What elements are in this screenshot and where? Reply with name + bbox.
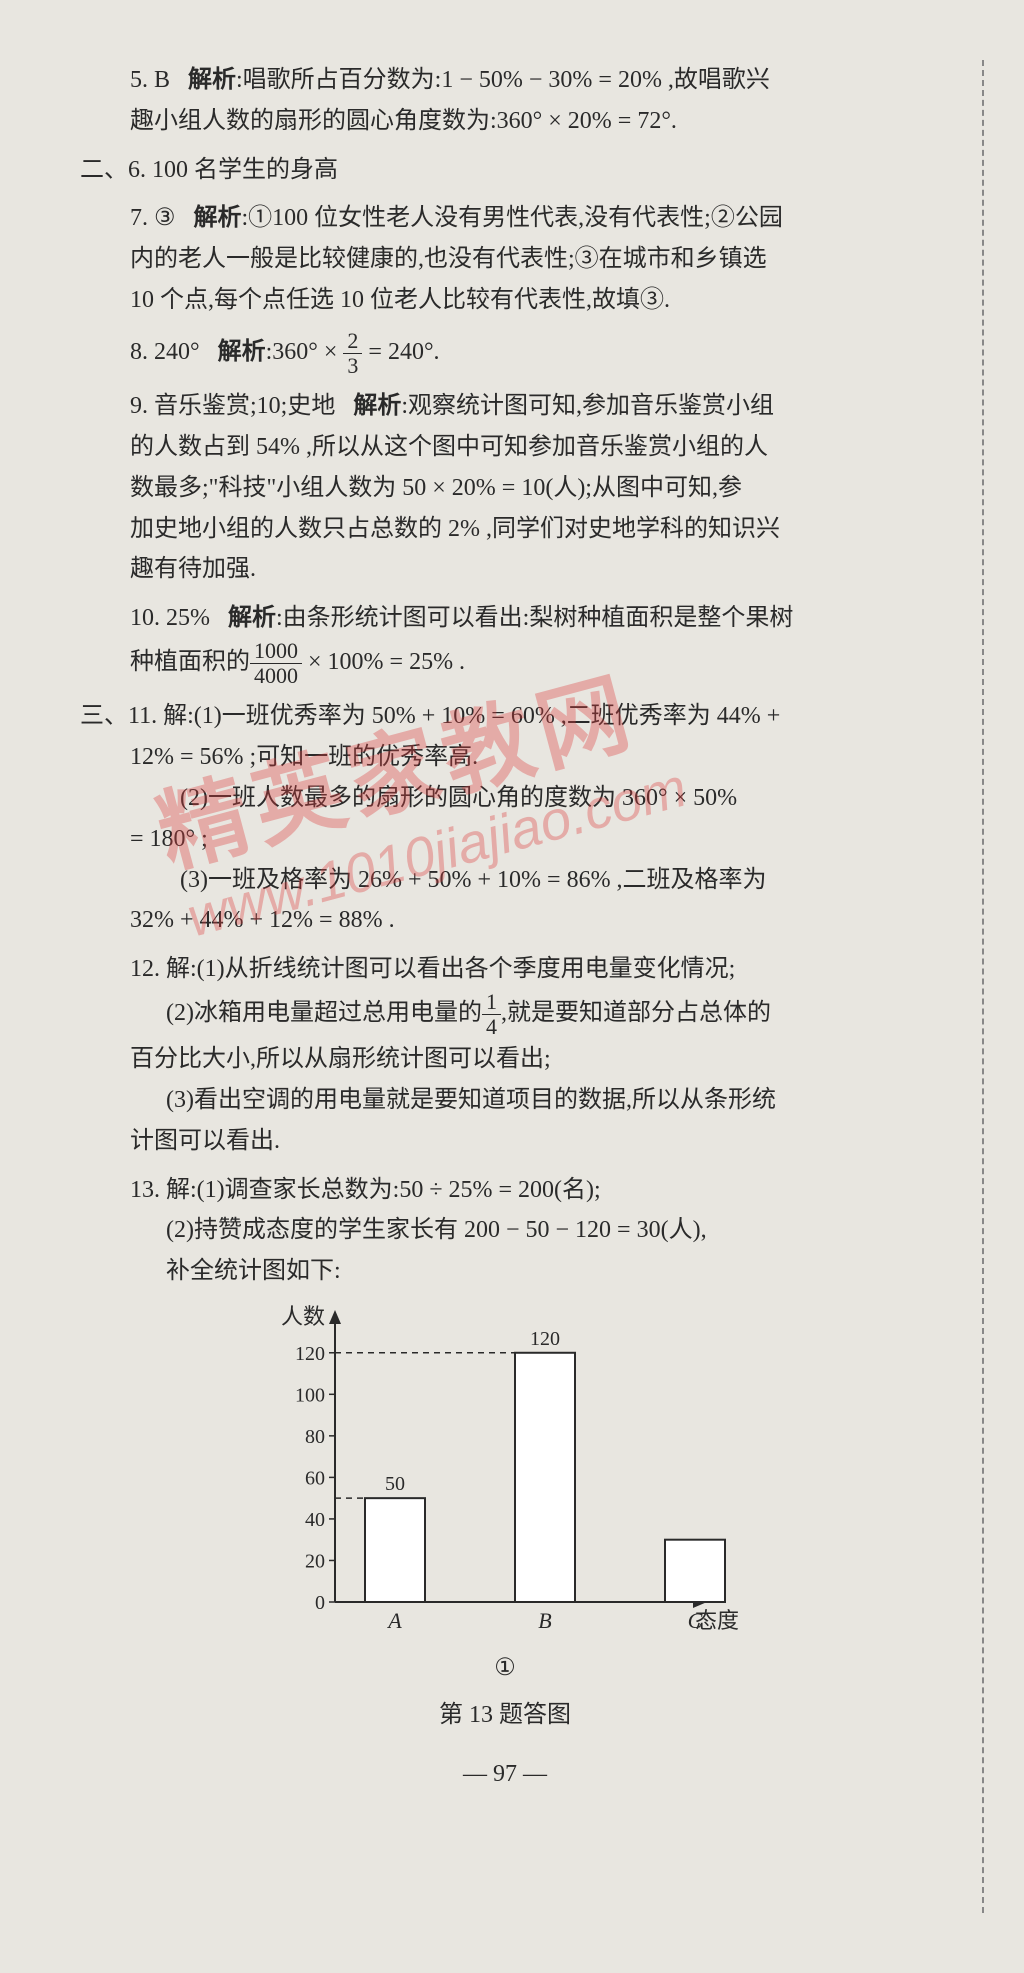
svg-text:人数: 人数 <box>281 1304 325 1329</box>
q11-line6: 32% + 44% + 12% = 88% . <box>80 900 930 941</box>
section-2-q6: 二、6. 100 名学生的身高 <box>80 150 930 191</box>
q10-label: 10. 25% <box>130 605 210 631</box>
q12-line2: (2)冰箱用电量超过总用电量的14,就是要知道部分占总体的 <box>130 990 930 1039</box>
q9-line2: 的人数占到 54% ,所以从这个图中可知参加音乐鉴赏小组的人 <box>130 427 930 468</box>
svg-text:20: 20 <box>305 1551 325 1573</box>
q6-text: 100 名学生的身高 <box>152 157 338 183</box>
q8-frac-num: 2 <box>343 329 362 354</box>
q13: 13. 解:(1)调查家长总数为:50 ÷ 25% = 200(名); (2)持… <box>80 1170 930 1292</box>
q7-label: 7. ③ <box>130 205 176 231</box>
svg-text:0: 0 <box>315 1592 325 1614</box>
svg-text:120: 120 <box>530 1328 560 1350</box>
q9-answer: 音乐鉴赏;10;史地 <box>154 393 335 419</box>
q11-line3: (2)一班人数最多的扇形的圆心角的度数为 360° × 50% <box>80 778 930 819</box>
chart-caption: 第 13 题答图 <box>265 1695 745 1736</box>
q11-line2: 12% = 56% ;可知一班的优秀率高. <box>80 737 930 778</box>
q8-frac-den: 3 <box>343 354 362 378</box>
q10-line2a: 种植面积的 <box>130 649 250 675</box>
q8-analysis-label: 解析 <box>218 339 266 365</box>
q12-line4: (3)看出空调的用电量就是要知道项目的数据,所以从条形统 <box>130 1080 930 1121</box>
q12-line2b: ,就是要知道部分占总体的 <box>501 1000 771 1026</box>
q11-line1: 解:(1)一班优秀率为 50% + 10% = 60% ,二班优秀率为 44% … <box>163 703 780 729</box>
section-3-q11: 三、11. 解:(1)一班优秀率为 50% + 10% = 60% ,二班优秀率… <box>80 696 930 941</box>
right-dashed-border <box>982 60 984 1913</box>
q10-frac-den: 4000 <box>250 664 302 688</box>
q8-frac: 23 <box>343 329 362 378</box>
q5-line2: 趣小组人数的扇形的圆心角度数为:360° × 20% = 72°. <box>130 101 930 142</box>
page-number: — 97 — <box>80 1754 930 1795</box>
svg-text:B: B <box>538 1608 551 1633</box>
q10-line1: :由条形统计图可以看出:梨树种植面积是整个果树 <box>276 605 793 631</box>
q9-label: 9. <box>130 393 148 419</box>
q11-label: 11. <box>128 703 157 729</box>
svg-text:100: 100 <box>295 1384 325 1406</box>
q7-line1: :①100 位女性老人没有男性代表,没有代表性;②公园 <box>242 205 783 231</box>
q11-line5: (3)一班及格率为 26% + 50% + 10% = 86% ,二班及格率为 <box>80 860 930 901</box>
svg-text:态度: 态度 <box>695 1608 739 1633</box>
q12-line2a: (2)冰箱用电量超过总用电量的 <box>166 1000 482 1026</box>
q13-line3: 补全统计图如下: <box>130 1251 930 1292</box>
q12-line5: 计图可以看出. <box>130 1121 930 1162</box>
svg-text:120: 120 <box>295 1343 325 1365</box>
svg-text:50: 50 <box>385 1473 405 1495</box>
q12-frac: 14 <box>482 990 501 1039</box>
q10: 10. 25% 解析:由条形统计图可以看出:梨树种植面积是整个果树 种植面积的1… <box>80 598 930 688</box>
q8-label: 8. 240° <box>130 339 200 365</box>
svg-text:80: 80 <box>305 1426 325 1448</box>
bar-chart-wrap: 人数02040608010012050A120BC态度 ① 第 13 题答图 <box>265 1302 745 1736</box>
q13-line2: (2)持赞成态度的学生家长有 200 − 50 − 120 = 30(人), <box>130 1210 930 1251</box>
q7-analysis-label: 解析 <box>194 205 242 231</box>
q9: 9. 音乐鉴赏;10;史地 解析:观察统计图可知,参加音乐鉴赏小组 的人数占到 … <box>80 386 930 590</box>
q5: 5. B 解析:唱歌所占百分数为:1 − 50% − 30% = 20% ,故唱… <box>80 60 930 142</box>
section3-label: 三、 <box>80 703 128 729</box>
q10-frac: 10004000 <box>250 639 302 688</box>
q9-line5: 趣有待加强. <box>130 549 930 590</box>
svg-text:A: A <box>386 1608 402 1633</box>
section2-label: 二、 <box>80 157 128 183</box>
q8-pre: :360° × <box>266 339 344 365</box>
chart-circle-label: ① <box>265 1648 745 1689</box>
q13-label: 13. <box>130 1177 160 1203</box>
q13-line1: 解:(1)调查家长总数为:50 ÷ 25% = 200(名); <box>166 1177 601 1203</box>
q8-post: = 240°. <box>362 339 439 365</box>
q5-analysis-label: 解析 <box>188 67 236 93</box>
q9-line4: 加史地小组的人数只占总数的 2% ,同学们对史地学科的知识兴 <box>130 509 930 550</box>
page-content: 5. B 解析:唱歌所占百分数为:1 − 50% − 30% = 20% ,故唱… <box>80 60 930 1794</box>
q9-analysis-label: 解析 <box>353 393 401 419</box>
q12-frac-num: 1 <box>482 990 501 1015</box>
q12: 12. 解:(1)从折线统计图可以看出各个季度用电量变化情况; (2)冰箱用电量… <box>80 949 930 1162</box>
q6-label: 6. <box>128 157 146 183</box>
q5-line1: :唱歌所占百分数为:1 − 50% − 30% = 20% ,故唱歌兴 <box>236 67 770 93</box>
q10-analysis-label: 解析 <box>228 605 276 631</box>
q12-line3: 百分比大小,所以从扇形统计图可以看出; <box>130 1039 930 1080</box>
q9-line3: 数最多;"科技"小组人数为 50 × 20% = 10(人);从图中可知,参 <box>130 468 930 509</box>
q7: 7. ③ 解析:①100 位女性老人没有男性代表,没有代表性;②公园 内的老人一… <box>80 198 930 320</box>
q7-line3: 10 个点,每个点任选 10 位老人比较有代表性,故填③. <box>130 280 930 321</box>
bar-chart: 人数02040608010012050A120BC态度 <box>265 1302 745 1642</box>
q12-line1: 解:(1)从折线统计图可以看出各个季度用电量变化情况; <box>166 956 735 982</box>
q10-frac-num: 1000 <box>250 639 302 664</box>
q5-label: 5. B <box>130 67 170 93</box>
svg-text:40: 40 <box>305 1509 325 1531</box>
q12-label: 12. <box>130 956 160 982</box>
svg-text:60: 60 <box>305 1467 325 1489</box>
q8: 8. 240° 解析:360° × 23 = 240°. <box>80 329 930 378</box>
q11-line4: = 180° ; <box>80 819 930 860</box>
q10-line2b: × 100% = 25% . <box>302 649 465 675</box>
q7-line2: 内的老人一般是比较健康的,也没有代表性;③在城市和乡镇选 <box>130 239 930 280</box>
q9-line1: :观察统计图可知,参加音乐鉴赏小组 <box>401 393 774 419</box>
q12-frac-den: 4 <box>482 1015 501 1039</box>
q10-line2: 种植面积的10004000 × 100% = 25% . <box>130 639 930 688</box>
